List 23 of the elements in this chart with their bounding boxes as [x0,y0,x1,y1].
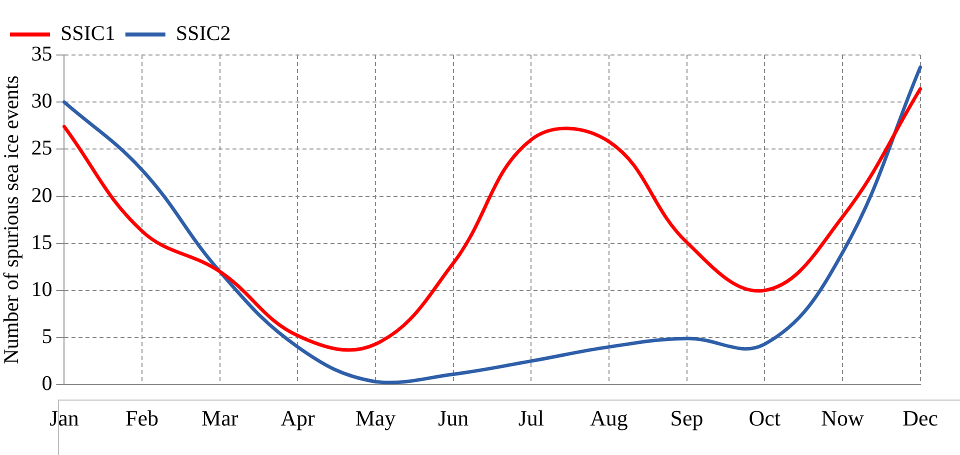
x-tick-label: Feb [126,406,159,431]
y-axis-title: Number of spurious sea ice events [0,75,24,364]
y-tick-label: 35 [31,42,52,66]
x-tick-label: Jan [50,406,79,431]
y-tick-label: 5 [42,324,52,348]
y-tick-label: 15 [31,230,52,254]
x-tick-label: Jul [518,406,544,431]
legend-label: SSIC2 [176,21,231,46]
x-tick-label: Mar [202,406,239,431]
x-tick-label: Aug [590,406,628,431]
y-tick-label: 30 [31,88,52,113]
x-tick-label: Jun [438,406,469,431]
x-tick-label: May [355,406,396,431]
y-tick-label: 25 [31,136,52,160]
y-tick-label: 0 [42,371,52,396]
x-tick-label: Now [821,406,864,431]
x-tick-label: Oct [748,406,781,431]
x-tick-label: Apr [280,406,316,431]
x-tick-label: Dec [902,406,938,431]
x-tick-label: Sep [670,406,704,431]
y-tick-label: 20 [31,182,52,207]
legend-label: SSIC1 [60,21,116,46]
y-tick-label: 10 [31,276,52,301]
